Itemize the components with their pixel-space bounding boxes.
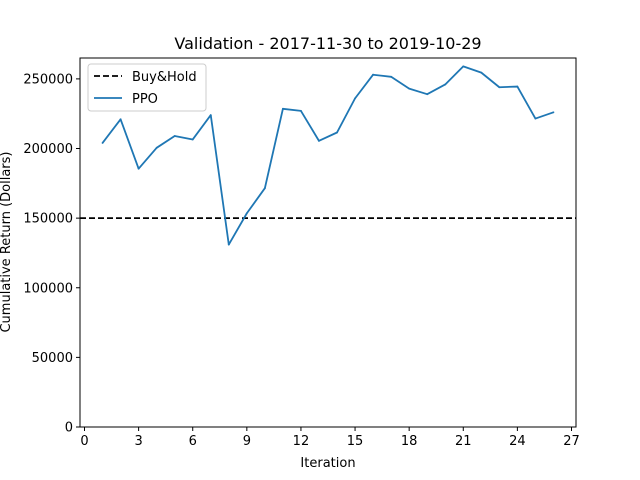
y-tick-label-0: 0 <box>65 421 73 436</box>
data-point-ppo-13 <box>318 139 320 142</box>
data-point-ppo-8 <box>227 243 230 246</box>
data-point-ppo-19 <box>426 93 429 96</box>
y-tick-label-150000: 150000 <box>23 212 73 227</box>
x-tick-label-12: 12 <box>293 434 310 449</box>
data-point-ppo-26 <box>552 111 555 114</box>
x-tick-label-15: 15 <box>347 434 364 449</box>
x-axis-label: Iteration <box>300 456 355 471</box>
data-point-ppo-1 <box>101 142 104 144</box>
data-point-ppo-4 <box>155 146 158 149</box>
axis-ticks: 0 3 6 9 12 15 18 21 24 27 0 50000 100000 150000 200000… <box>23 72 579 449</box>
data-point-ppo-23 <box>498 86 501 89</box>
data-point-ppo-7 <box>209 114 212 116</box>
legend: Buy&Hold PPO <box>87 63 207 112</box>
data-point-ppo-25 <box>534 117 537 120</box>
x-tick-label-21: 21 <box>455 434 472 449</box>
data-point-ppo-3 <box>137 167 140 170</box>
x-tick-label-18: 18 <box>401 434 418 449</box>
axes-frame <box>79 57 577 428</box>
x-tick-label-6: 6 <box>189 434 197 449</box>
data-point-ppo-14 <box>336 131 338 134</box>
data-point-ppo-11 <box>282 107 284 110</box>
data-point-ppo-12 <box>300 110 302 112</box>
legend-label-buy-hold: Buy&Hold <box>132 70 197 85</box>
y-tick-label-100000: 100000 <box>23 281 73 296</box>
chart-title: Validation - 2017-11-30 to 2019-10-29 <box>174 34 481 53</box>
x-tick-label-9: 9 <box>243 434 251 449</box>
x-tick-label-0: 0 <box>80 434 88 449</box>
data-point-ppo-15 <box>354 97 356 100</box>
y-tick-label-250000: 250000 <box>23 72 73 87</box>
data-point-ppo-21 <box>462 65 465 68</box>
series-line-ppo <box>101 65 554 246</box>
data-point-ppo-24 <box>516 85 519 88</box>
x-tick-label-3: 3 <box>134 434 142 449</box>
data-point-ppo-2 <box>119 118 122 121</box>
data-point-ppo-17 <box>390 75 393 78</box>
data-point-ppo-18 <box>408 87 411 90</box>
data-point-ppo-20 <box>444 83 447 86</box>
x-tick-label-27: 27 <box>563 434 580 449</box>
data-point-ppo-9 <box>245 212 248 215</box>
legend-label-ppo: PPO <box>132 92 158 107</box>
data-point-ppo-10 <box>263 187 266 190</box>
y-tick-label-50000: 50000 <box>32 351 73 366</box>
data-point-ppo-5 <box>173 135 176 137</box>
y-tick-label-200000: 200000 <box>23 142 73 157</box>
data-point-ppo-6 <box>191 138 194 141</box>
data-point-ppo-22 <box>480 71 483 74</box>
data-point-ppo-16 <box>372 73 374 76</box>
y-axis-label: Cumulative Return (Dollars) <box>0 151 14 332</box>
plot-area <box>79 57 577 428</box>
x-tick-label-24: 24 <box>509 434 526 449</box>
